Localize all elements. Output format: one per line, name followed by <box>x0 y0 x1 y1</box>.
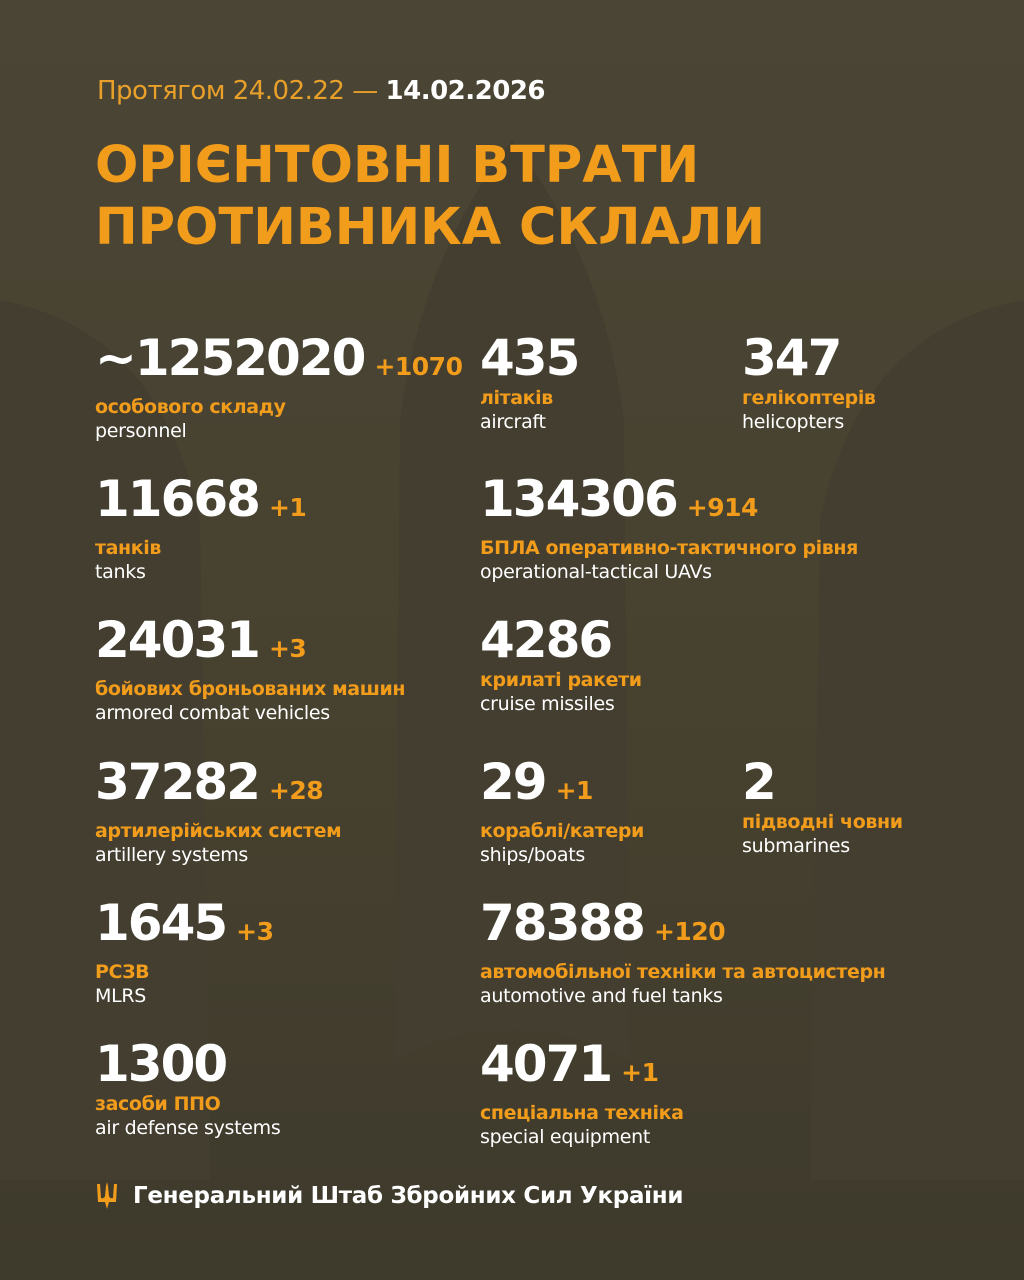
stat-item: 2 підводні човни submarines <box>742 754 903 859</box>
stat-item: 4071 +1 спеціальна техніка special equipm… <box>480 1036 684 1150</box>
stat-delta: +914 <box>686 493 759 522</box>
stat-delta: +1 <box>555 776 594 805</box>
stat-label-ua: літаків <box>480 387 553 409</box>
stat-item: ~1252020 +1070 особового складу personnel <box>95 329 463 444</box>
stat-label-ua: артилерійських систем <box>95 820 342 842</box>
org-name: Генеральний Штаб Збройних Сил України <box>133 1183 684 1209</box>
stat-value: 2 <box>742 754 903 810</box>
title-line-2: ПРОТИВНИКА СКЛАЛИ <box>95 198 766 257</box>
stat-label-en: operational-tactical UAVs <box>480 561 712 583</box>
stat-value: 4286 <box>480 612 642 668</box>
stat-value: 347 <box>742 330 876 386</box>
stat-label-ua: спеціальна техніка <box>480 1102 684 1124</box>
stat-number: ~1252020 <box>95 329 366 387</box>
trident-icon <box>97 1182 117 1209</box>
stat-number: 347 <box>742 329 842 387</box>
stat-delta: +1070 <box>374 352 463 381</box>
stat-label-ua: крилаті ракети <box>480 669 642 691</box>
stat-label-ua: гелікоптерів <box>742 387 876 409</box>
stat-label-en: automotive and fuel tanks <box>480 985 723 1007</box>
stat-value: ~1252020 +1070 <box>95 329 463 395</box>
stat-label-en: ships/boats <box>480 844 585 866</box>
stat-label-en: submarines <box>742 835 850 857</box>
stat-number: 1300 <box>95 1035 228 1093</box>
period-start: Протягом 24.02.22 — <box>97 76 378 106</box>
stat-item: 24031 +3 бойових броньованих машин armore… <box>95 612 406 726</box>
stat-label-ua: БПЛА оперативно-тактичного рівня <box>480 537 858 559</box>
stat-item: 134306 +914 БПЛА оперативно-тактичного рі… <box>480 471 858 585</box>
stat-item: 1300 засоби ППО air defense systems <box>95 1036 281 1141</box>
stat-number: 37282 <box>95 753 261 811</box>
stat-label-en: personnel <box>95 420 187 442</box>
page-title: ОРІЄНТОВНІ ВТРАТИ ПРОТИВНИКА СКЛАЛИ <box>95 135 765 259</box>
stat-value: 29 +1 <box>480 754 644 819</box>
stat-value: 78388 +120 <box>480 895 885 960</box>
stat-value: 1645 +3 <box>95 895 274 960</box>
period-end: 14.02.2026 <box>385 76 546 106</box>
stat-item: 1645 +3 РСЗВ MLRS <box>95 895 274 1009</box>
stat-value: 134306 +914 <box>480 471 858 536</box>
stat-delta: +1 <box>621 1058 659 1087</box>
stat-label-en: cruise missiles <box>480 693 615 715</box>
stat-label-ua: підводні човни <box>742 811 903 833</box>
stat-value: 435 <box>480 329 580 387</box>
stat-label-en: helicopters <box>742 411 844 433</box>
stat-label-en: artillery systems <box>95 844 249 866</box>
stat-value: 11668 +1 <box>95 470 307 536</box>
stat-number: 4286 <box>480 611 613 669</box>
stat-number: 78388 <box>480 894 646 952</box>
stat-number: 2 <box>742 753 777 811</box>
stat-number: 29 <box>480 753 548 811</box>
stat-label-en: air defense systems <box>95 1117 281 1139</box>
stat-number: 1645 <box>95 894 228 952</box>
stat-item: 29 +1 кораблі/катери ships/boats <box>480 754 644 868</box>
stat-label-ua: засоби ППО <box>95 1093 221 1115</box>
stat-value: 37282 +28 <box>95 754 341 819</box>
stat-delta: +3 <box>236 917 274 946</box>
period: Протягом 24.02.22 — 14.02.2026 <box>97 76 546 106</box>
stat-item: 11668 +1 танків tanks <box>95 470 307 585</box>
stat-label-ua: кораблі/катери <box>480 820 644 842</box>
stat-delta: +28 <box>268 776 324 805</box>
stat-label-en: tanks <box>95 561 146 583</box>
stat-label-ua: автомобільної техніки та автоцистерн <box>480 961 886 983</box>
stat-label-en: special equipment <box>480 1126 651 1148</box>
stat-item: 347 гелікоптерів helicopters <box>742 330 876 435</box>
stat-number: 4071 <box>480 1035 613 1093</box>
stat-label-ua: танків <box>95 537 161 559</box>
stat-label-ua: особового складу <box>95 396 286 418</box>
stat-delta: +3 <box>268 634 307 663</box>
stat-number: 11668 <box>95 470 261 528</box>
stat-delta: +1 <box>268 493 307 522</box>
stat-item: 435 літаків aircraft <box>480 329 580 435</box>
stat-label-en: aircraft <box>480 411 546 433</box>
stat-number: 134306 <box>480 470 679 528</box>
footer: Генеральний Штаб Збройних Сил України <box>95 1182 683 1210</box>
stat-label-en: MLRS <box>95 985 147 1007</box>
stat-number: 435 <box>480 329 580 387</box>
stat-label-ua: бойових броньованих машин <box>95 678 406 700</box>
stat-value: 4071 +1 <box>480 1036 684 1101</box>
stat-number: 24031 <box>95 611 261 669</box>
stat-value: 24031 +3 <box>95 612 405 677</box>
stat-value: 1300 <box>95 1036 280 1092</box>
stat-item: 78388 +120 автомобільної техніки та автоц… <box>480 895 886 1009</box>
stat-label-en: armored combat vehicles <box>95 702 330 724</box>
stat-delta: +120 <box>653 917 726 946</box>
stat-label-ua: РСЗВ <box>95 961 150 983</box>
stat-item: 4286 крилаті ракети cruise missiles <box>480 612 642 717</box>
title-line-1: ОРІЄНТОВНІ ВТРАТИ <box>95 136 700 195</box>
stat-item: 37282 +28 артилерійських систем artillery… <box>95 754 342 868</box>
